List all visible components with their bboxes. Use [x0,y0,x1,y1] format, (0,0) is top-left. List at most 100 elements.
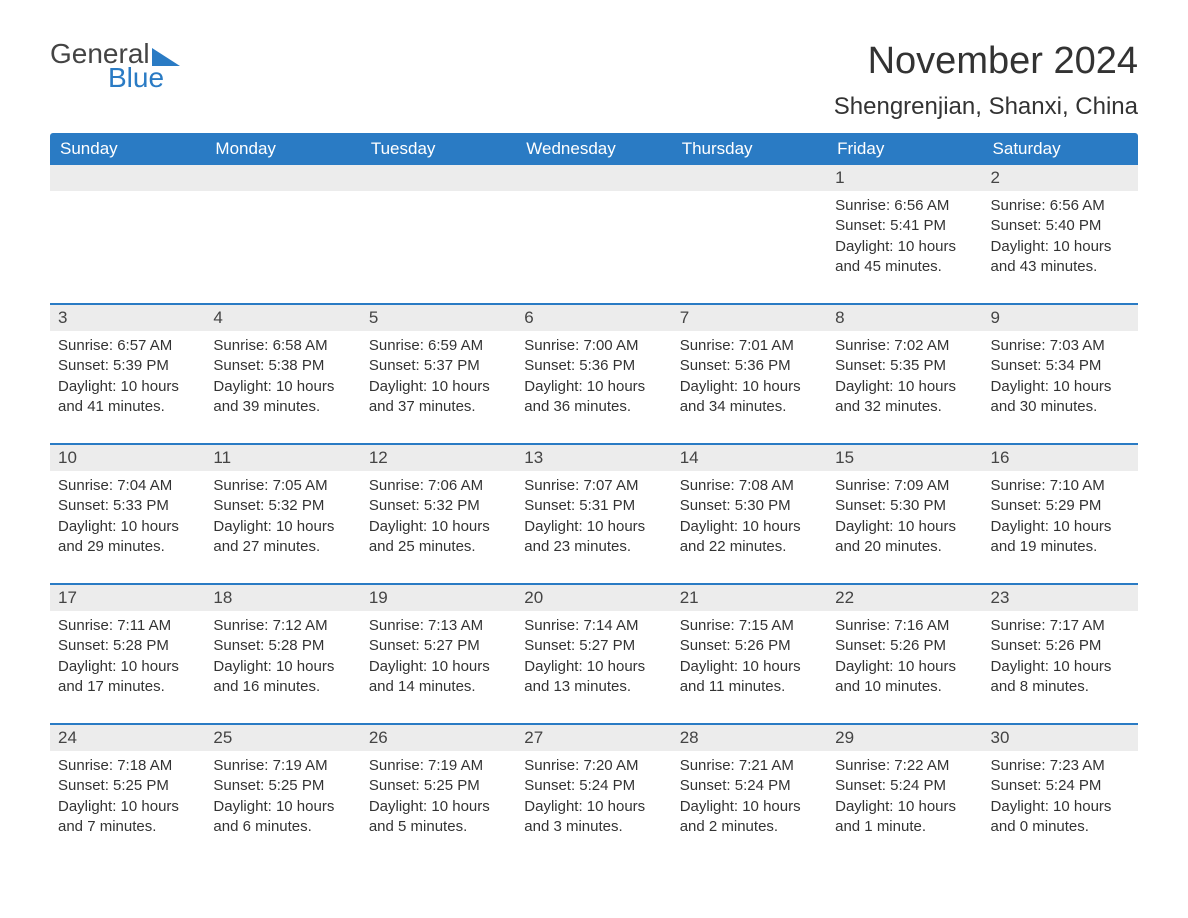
day-detail-line: Sunrise: 7:15 AM [680,616,819,636]
day-detail-line: Daylight: 10 hours [369,517,508,537]
weekday-header-cell: Sunday [50,133,205,165]
day-cell: 30Sunrise: 7:23 AMSunset: 5:24 PMDayligh… [983,725,1138,845]
day-cell: 24Sunrise: 7:18 AMSunset: 5:25 PMDayligh… [50,725,205,845]
day-cell: 20Sunrise: 7:14 AMSunset: 5:27 PMDayligh… [516,585,671,705]
week-row: 3Sunrise: 6:57 AMSunset: 5:39 PMDaylight… [50,303,1138,425]
day-details: Sunrise: 7:04 AMSunset: 5:33 PMDaylight:… [50,471,205,565]
day-detail-line: and 32 minutes. [835,397,974,417]
week-row: 24Sunrise: 7:18 AMSunset: 5:25 PMDayligh… [50,723,1138,845]
day-details: Sunrise: 6:56 AMSunset: 5:40 PMDaylight:… [983,191,1138,285]
day-detail-line: and 7 minutes. [58,817,197,837]
day-detail-line: Sunset: 5:38 PM [213,356,352,376]
day-number [50,165,205,191]
day-detail-line: Daylight: 10 hours [524,517,663,537]
day-detail-line: Sunrise: 7:11 AM [58,616,197,636]
day-number: 23 [983,585,1138,611]
day-number: 25 [205,725,360,751]
logo: General Blue [50,40,180,92]
weekday-header-cell: Saturday [983,133,1138,165]
day-detail-line: Sunset: 5:27 PM [524,636,663,656]
day-detail-line: Sunset: 5:32 PM [369,496,508,516]
day-detail-line: and 36 minutes. [524,397,663,417]
day-number: 26 [361,725,516,751]
day-cell: 13Sunrise: 7:07 AMSunset: 5:31 PMDayligh… [516,445,671,565]
day-details: Sunrise: 7:06 AMSunset: 5:32 PMDaylight:… [361,471,516,565]
week-row: 10Sunrise: 7:04 AMSunset: 5:33 PMDayligh… [50,443,1138,565]
day-details: Sunrise: 7:23 AMSunset: 5:24 PMDaylight:… [983,751,1138,845]
day-cell: 17Sunrise: 7:11 AMSunset: 5:28 PMDayligh… [50,585,205,705]
day-detail-line: Daylight: 10 hours [58,377,197,397]
day-detail-line: Sunrise: 7:19 AM [213,756,352,776]
day-number: 4 [205,305,360,331]
day-detail-line: Sunset: 5:39 PM [58,356,197,376]
day-detail-line: Daylight: 10 hours [991,237,1130,257]
day-cell: 4Sunrise: 6:58 AMSunset: 5:38 PMDaylight… [205,305,360,425]
day-detail-line: Sunset: 5:26 PM [680,636,819,656]
day-detail-line: Daylight: 10 hours [680,797,819,817]
day-details: Sunrise: 7:07 AMSunset: 5:31 PMDaylight:… [516,471,671,565]
day-detail-line: and 22 minutes. [680,537,819,557]
day-detail-line: Daylight: 10 hours [369,377,508,397]
day-detail-line: Sunset: 5:35 PM [835,356,974,376]
day-detail-line: Sunrise: 6:56 AM [835,196,974,216]
day-detail-line: Sunrise: 7:20 AM [524,756,663,776]
day-detail-line: Sunrise: 7:16 AM [835,616,974,636]
day-detail-line: Daylight: 10 hours [524,657,663,677]
day-detail-line: Sunrise: 7:02 AM [835,336,974,356]
day-details: Sunrise: 6:58 AMSunset: 5:38 PMDaylight:… [205,331,360,425]
weekday-header-cell: Monday [205,133,360,165]
day-number: 8 [827,305,982,331]
day-cell: 27Sunrise: 7:20 AMSunset: 5:24 PMDayligh… [516,725,671,845]
day-detail-line: and 45 minutes. [835,257,974,277]
day-detail-line: Sunset: 5:25 PM [58,776,197,796]
day-detail-line: Daylight: 10 hours [835,237,974,257]
day-detail-line: and 16 minutes. [213,677,352,697]
day-cell: 19Sunrise: 7:13 AMSunset: 5:27 PMDayligh… [361,585,516,705]
day-detail-line: Daylight: 10 hours [213,517,352,537]
day-details: Sunrise: 7:08 AMSunset: 5:30 PMDaylight:… [672,471,827,565]
day-details: Sunrise: 7:11 AMSunset: 5:28 PMDaylight:… [50,611,205,705]
day-detail-line: and 11 minutes. [680,677,819,697]
day-detail-line: Sunset: 5:25 PM [213,776,352,796]
weekday-header-cell: Thursday [672,133,827,165]
day-cell: 15Sunrise: 7:09 AMSunset: 5:30 PMDayligh… [827,445,982,565]
title-block: November 2024 Shengrenjian, Shanxi, Chin… [834,40,1138,121]
day-number: 9 [983,305,1138,331]
day-cell: 6Sunrise: 7:00 AMSunset: 5:36 PMDaylight… [516,305,671,425]
day-detail-line: and 1 minute. [835,817,974,837]
day-detail-line: Daylight: 10 hours [835,797,974,817]
day-details: Sunrise: 7:09 AMSunset: 5:30 PMDaylight:… [827,471,982,565]
day-detail-line: and 27 minutes. [213,537,352,557]
day-details: Sunrise: 7:15 AMSunset: 5:26 PMDaylight:… [672,611,827,705]
day-detail-line: and 39 minutes. [213,397,352,417]
day-cell: 28Sunrise: 7:21 AMSunset: 5:24 PMDayligh… [672,725,827,845]
weekday-header-cell: Friday [827,133,982,165]
day-detail-line: and 41 minutes. [58,397,197,417]
day-number: 10 [50,445,205,471]
day-detail-line: Sunset: 5:40 PM [991,216,1130,236]
day-details [672,191,827,271]
day-detail-line: Daylight: 10 hours [835,657,974,677]
day-cell: 26Sunrise: 7:19 AMSunset: 5:25 PMDayligh… [361,725,516,845]
day-details: Sunrise: 6:57 AMSunset: 5:39 PMDaylight:… [50,331,205,425]
day-detail-line: Sunrise: 7:22 AM [835,756,974,776]
day-detail-line: and 14 minutes. [369,677,508,697]
day-number [672,165,827,191]
day-detail-line: Sunset: 5:24 PM [991,776,1130,796]
day-number: 1 [827,165,982,191]
day-cell: 25Sunrise: 7:19 AMSunset: 5:25 PMDayligh… [205,725,360,845]
day-details: Sunrise: 7:01 AMSunset: 5:36 PMDaylight:… [672,331,827,425]
day-detail-line: and 20 minutes. [835,537,974,557]
day-detail-line: Daylight: 10 hours [991,517,1130,537]
day-detail-line: Sunrise: 7:17 AM [991,616,1130,636]
day-detail-line: and 23 minutes. [524,537,663,557]
day-number: 21 [672,585,827,611]
day-details [516,191,671,271]
day-detail-line: Sunset: 5:24 PM [680,776,819,796]
day-details [50,191,205,271]
day-detail-line: Sunrise: 6:58 AM [213,336,352,356]
day-cell [516,165,671,285]
day-cell: 9Sunrise: 7:03 AMSunset: 5:34 PMDaylight… [983,305,1138,425]
day-detail-line: Sunrise: 7:05 AM [213,476,352,496]
day-details: Sunrise: 7:05 AMSunset: 5:32 PMDaylight:… [205,471,360,565]
